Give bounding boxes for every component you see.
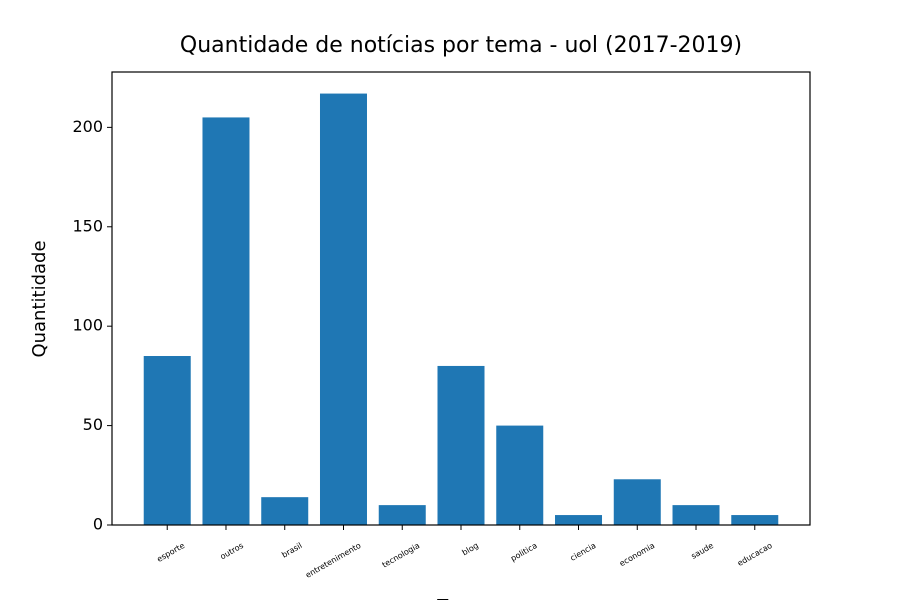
y-tick-label: 50: [83, 415, 103, 434]
bar: [143, 356, 191, 525]
bar: [496, 425, 544, 525]
bar: [319, 93, 367, 526]
y-tick-label: 150: [72, 216, 103, 235]
chart-title: Quantidade de notícias por tema - uol (2…: [180, 33, 742, 58]
bar: [378, 505, 426, 525]
bar: [555, 515, 603, 525]
y-tick-label: 100: [72, 316, 103, 335]
bar: [202, 117, 250, 525]
y-tick-label: 200: [72, 117, 103, 136]
x-axis-label: Tema: [436, 596, 485, 600]
bar: [437, 365, 485, 525]
bar: [731, 515, 779, 525]
plot-frame: [111, 71, 811, 526]
bar: [613, 479, 661, 525]
bar: [672, 505, 720, 525]
y-tick-label: 0: [93, 515, 103, 534]
bar: [261, 497, 309, 525]
y-axis-label: Quantitidade: [29, 240, 50, 357]
